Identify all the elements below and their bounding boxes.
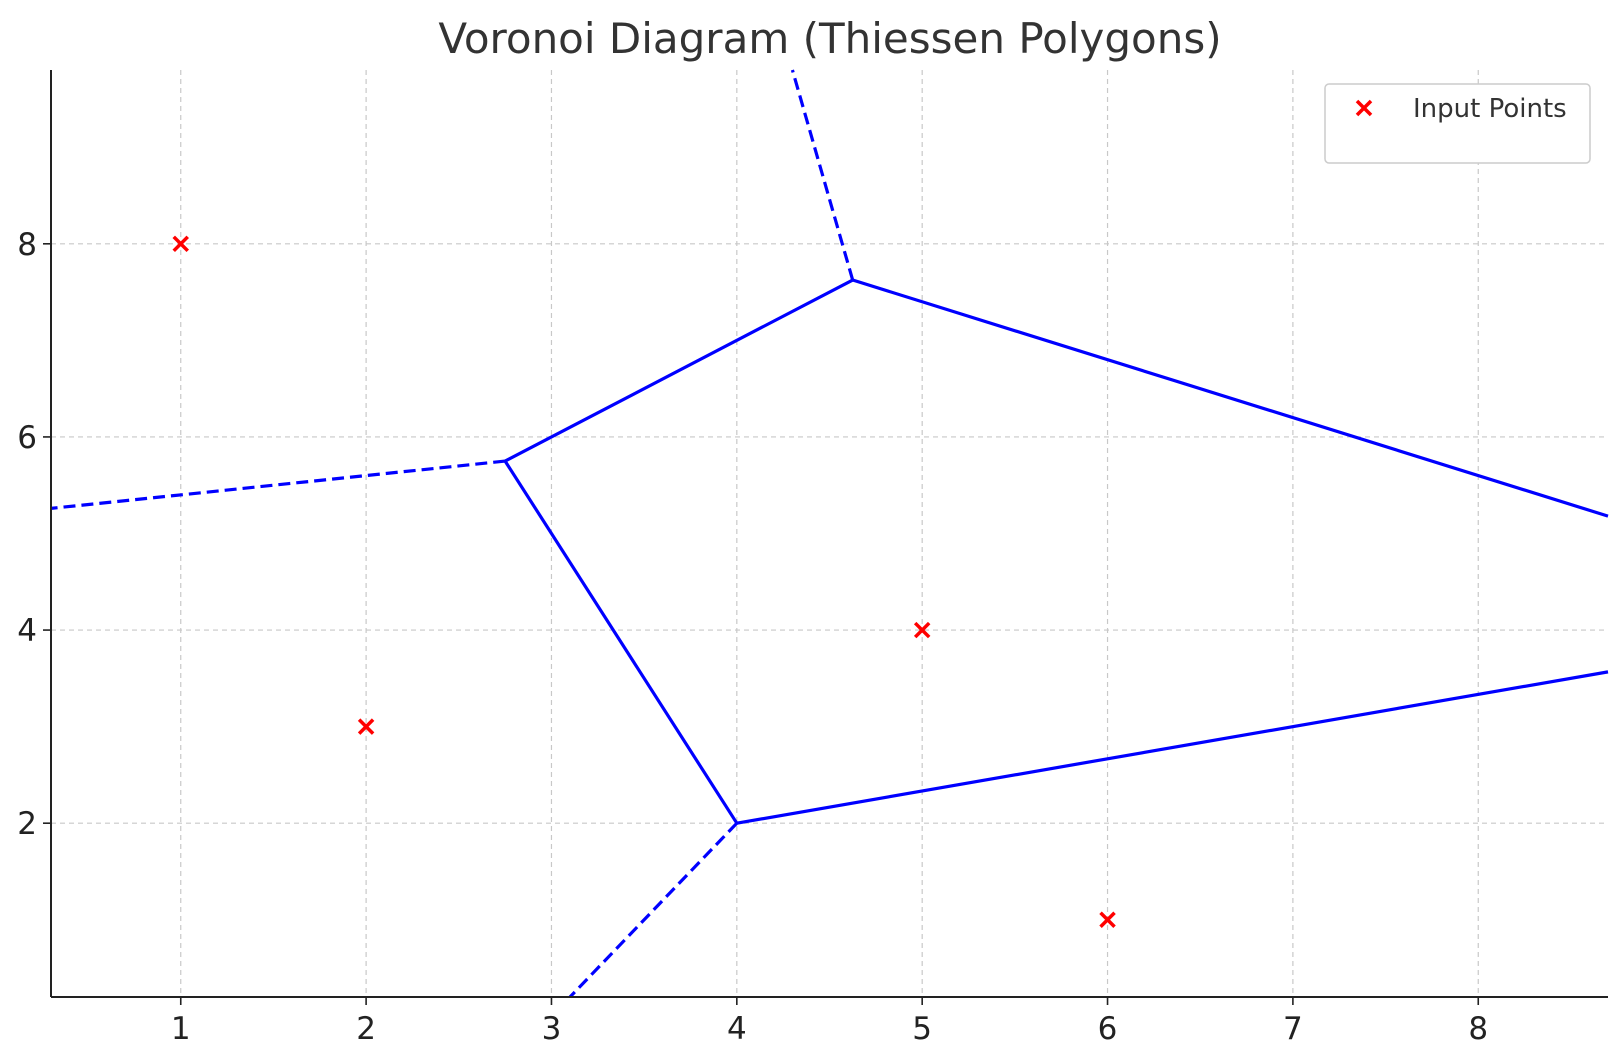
voronoi-infinite-edge xyxy=(568,822,738,999)
axes xyxy=(43,70,1608,1005)
input-points xyxy=(172,139,1487,928)
x-tick-label: 7 xyxy=(1283,1011,1303,1047)
voronoi-infinite-edge xyxy=(50,459,506,510)
y-tick-label: 4 xyxy=(17,613,37,649)
voronoi-edge xyxy=(852,278,1609,518)
y-tick-label: 6 xyxy=(17,420,37,456)
x-tick-label: 8 xyxy=(1468,1011,1488,1047)
x-tick-label: 2 xyxy=(356,1011,376,1047)
x-tick-label: 1 xyxy=(171,1011,191,1047)
x-tick-label: 3 xyxy=(542,1011,562,1047)
legend-box xyxy=(1324,83,1591,164)
voronoi-edge xyxy=(736,670,1609,825)
y-tick-label: 2 xyxy=(17,806,37,842)
x-tick-label: 6 xyxy=(1098,1011,1118,1047)
input-point-marker xyxy=(357,718,375,735)
input-point-marker xyxy=(913,621,931,639)
tick-labels: 1 2 3 4 5 6 7 8 2 4 6 8 xyxy=(17,227,1488,1047)
voronoi-edges xyxy=(50,69,1609,999)
legend: Input Points xyxy=(1324,83,1591,164)
chart-title: Voronoi Diagram (Thiessen Polygons) xyxy=(438,14,1221,63)
grid-layer xyxy=(51,70,1608,997)
voronoi-infinite-edge xyxy=(790,69,855,281)
x-tick-label: 5 xyxy=(912,1011,932,1047)
input-point-marker xyxy=(172,235,189,253)
input-point-marker xyxy=(1099,911,1116,928)
x-tick-label: 4 xyxy=(727,1011,747,1047)
voronoi-edge xyxy=(503,460,739,825)
legend-label: Input Points xyxy=(1413,94,1567,124)
y-tick-label: 8 xyxy=(17,227,37,263)
legend-x-icon xyxy=(1355,99,1373,117)
voronoi-edge xyxy=(504,278,854,463)
